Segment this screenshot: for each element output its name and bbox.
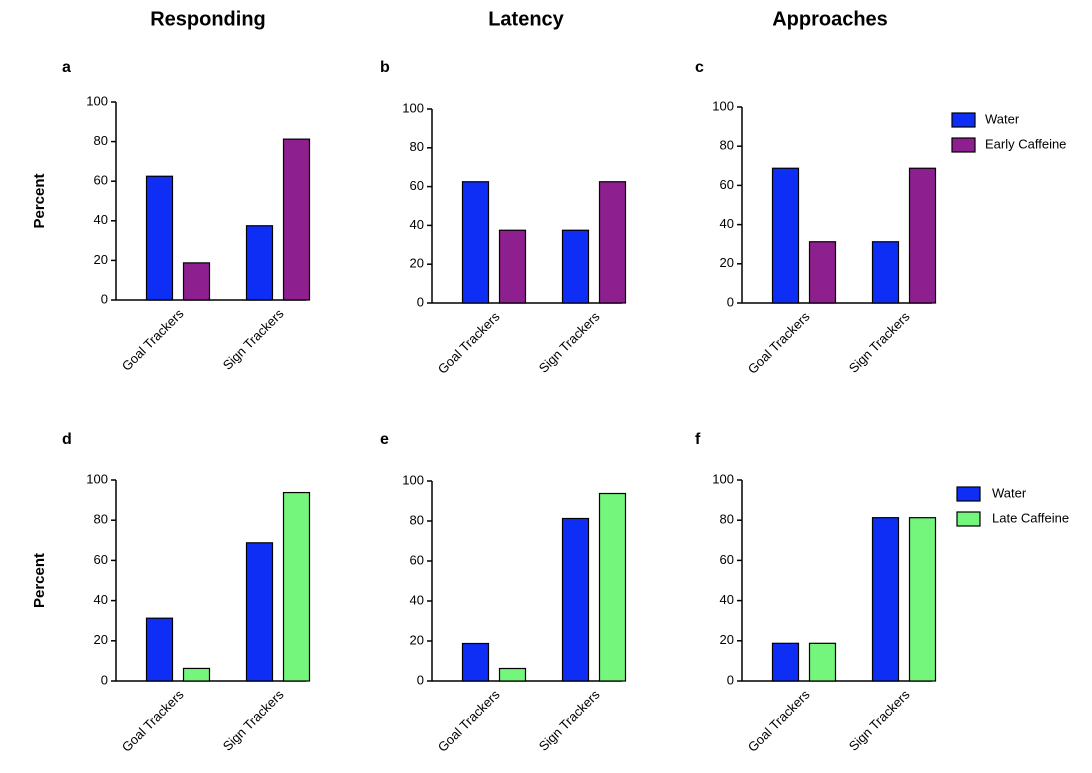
bar (461, 642, 490, 682)
y-tick-label: 20 (94, 632, 108, 647)
panel-label: b (380, 59, 390, 76)
x-tick-label: Goal Trackers (745, 687, 813, 755)
bar (182, 262, 211, 301)
legend-swatch (956, 486, 981, 502)
panel-label: c (695, 59, 704, 76)
bar (498, 229, 527, 304)
bar (245, 225, 274, 301)
x-tick-label: Goal Trackers (435, 687, 503, 755)
x-tick-label: Sign Trackers (846, 309, 913, 376)
bar (771, 642, 800, 682)
legend-swatch (956, 511, 981, 527)
bar (145, 617, 174, 682)
y-tick-label: 60 (410, 178, 424, 193)
y-tick-label: 100 (402, 472, 424, 487)
x-tick-label: Sign Trackers (220, 687, 287, 754)
bar (871, 241, 900, 304)
y-tick-label: 40 (410, 592, 424, 607)
bar (282, 491, 311, 682)
y-tick-label: 40 (94, 592, 108, 607)
y-tick-label: 80 (94, 512, 108, 527)
y-tick-label: 0 (101, 672, 108, 687)
legend-swatch (951, 112, 976, 128)
bar (461, 181, 490, 304)
y-tick-label: 40 (720, 592, 734, 607)
bar (145, 175, 174, 301)
legend-label: Water (992, 485, 1027, 500)
y-tick-label: 0 (727, 294, 734, 309)
y-tick-label: 80 (720, 138, 734, 153)
bar (598, 181, 627, 304)
y-axis-label: Percent (31, 173, 48, 228)
y-tick-label: 60 (410, 552, 424, 567)
bar (808, 642, 837, 682)
y-tick-label: 20 (720, 632, 734, 647)
bar (808, 241, 837, 304)
legend-label: Late Caffeine (992, 510, 1069, 525)
panel-label: f (695, 431, 701, 448)
bar (871, 517, 900, 682)
x-tick-label: Sign Trackers (846, 687, 913, 754)
y-tick-label: 40 (720, 216, 734, 231)
y-tick-label: 20 (94, 252, 108, 267)
bar (908, 167, 937, 304)
y-tick-label: 100 (402, 100, 424, 115)
y-tick-label: 100 (712, 98, 734, 113)
bar (498, 667, 527, 682)
bar (282, 138, 311, 301)
x-tick-label: Goal Trackers (435, 309, 503, 377)
y-tick-label: 80 (410, 512, 424, 527)
column-title: Responding (150, 8, 266, 30)
bar (182, 667, 211, 682)
y-tick-label: 0 (727, 672, 734, 687)
y-tick-label: 20 (410, 256, 424, 271)
column-title: Latency (488, 8, 564, 30)
x-tick-label: Goal Trackers (119, 687, 187, 755)
bar (598, 492, 627, 682)
y-tick-label: 60 (720, 552, 734, 567)
y-tick-label: 100 (712, 471, 734, 486)
y-tick-label: 80 (720, 512, 734, 527)
y-tick-label: 80 (410, 139, 424, 154)
x-tick-label: Sign Trackers (220, 306, 287, 373)
legend-swatch (951, 137, 976, 153)
legend-label: Water (985, 111, 1020, 126)
y-tick-label: 0 (101, 291, 108, 306)
y-tick-label: 100 (86, 93, 108, 108)
y-tick-label: 20 (410, 632, 424, 647)
x-tick-label: Goal Trackers (119, 306, 187, 374)
y-tick-label: 60 (94, 173, 108, 188)
y-axis-label: Percent (31, 553, 48, 608)
y-tick-label: 80 (94, 133, 108, 148)
panel-label: a (62, 59, 71, 76)
bar (561, 229, 590, 304)
bar (771, 167, 800, 304)
panel-label: e (380, 431, 389, 448)
y-tick-label: 100 (86, 471, 108, 486)
x-tick-label: Goal Trackers (745, 309, 813, 377)
column-title: Approaches (772, 8, 888, 30)
y-tick-label: 0 (417, 294, 424, 309)
bar (908, 517, 937, 682)
panel-label: d (62, 431, 72, 448)
y-tick-label: 40 (94, 212, 108, 227)
legend-label: Early Caffeine (985, 136, 1066, 151)
y-tick-label: 60 (720, 177, 734, 192)
y-tick-label: 40 (410, 217, 424, 232)
y-tick-label: 20 (720, 255, 734, 270)
bar (561, 517, 590, 682)
y-tick-label: 60 (94, 552, 108, 567)
x-tick-label: Sign Trackers (536, 687, 603, 754)
x-tick-label: Sign Trackers (536, 309, 603, 376)
bar (245, 542, 274, 682)
y-tick-label: 0 (417, 672, 424, 687)
